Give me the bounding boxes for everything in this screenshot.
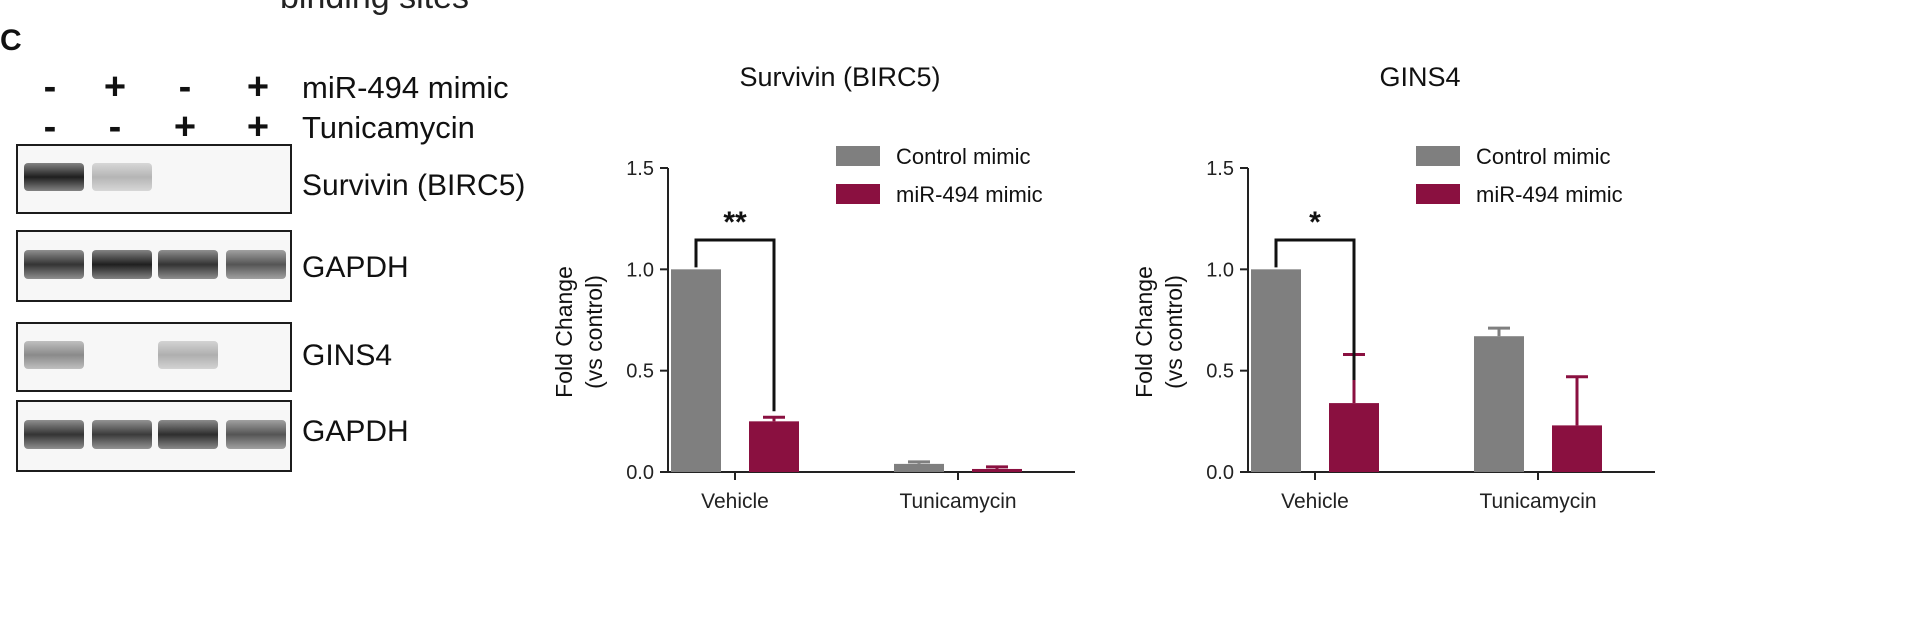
figure-top-caption: binding sites (280, 0, 469, 17)
blot-label-gapdh-2: GAPDH (302, 415, 409, 448)
blot-band (24, 341, 84, 369)
panel-label: C (0, 24, 22, 57)
legend-swatch (1416, 146, 1460, 166)
bar (1474, 336, 1524, 472)
x-tick-label: Tunicamycin (1479, 490, 1596, 513)
blot-band (226, 250, 286, 279)
y-axis-label-line1: Fold Change (551, 266, 577, 398)
tunicamycin-sign-lane4: + (246, 106, 270, 148)
chart-title: GINS4 (1379, 62, 1460, 92)
y-axis-label-group: Fold Change (vs control) (1131, 266, 1187, 398)
bar (1552, 425, 1602, 472)
mir494-sign-lane1: - (43, 66, 57, 108)
significance-marker: * (1309, 206, 1321, 239)
y-tick-label: 0.5 (626, 361, 654, 383)
tunicamycin-sign-lane3: + (173, 106, 197, 148)
legend-label: miR-494 mimic (1476, 182, 1623, 207)
legend-swatch (836, 146, 880, 166)
significance-bracket (694, 238, 776, 412)
bar (671, 269, 721, 472)
y-axis-label-line2: (vs control) (581, 275, 607, 389)
y-tick-label: 1.5 (1206, 158, 1234, 180)
x-tick-label: Vehicle (1281, 490, 1349, 513)
legend-swatch (836, 184, 880, 204)
mir494-sign-lane3: - (178, 66, 192, 108)
bar (894, 463, 944, 472)
y-tick-label: 0.0 (626, 462, 654, 484)
blot-label-gapdh-1: GAPDH (302, 251, 409, 284)
legend-label: Control mimic (896, 144, 1030, 169)
y-axis-label-line2: (vs control) (1161, 275, 1187, 389)
bar (749, 421, 799, 472)
blot-band (158, 420, 218, 449)
blot-band (24, 163, 84, 191)
blot-band (24, 420, 84, 449)
blot-band (226, 420, 286, 449)
legend-label: Control mimic (1476, 144, 1610, 169)
y-tick-label: 1.0 (626, 259, 654, 281)
gins4-bar-chart: GINS4 Fold Change (vs control) 0.0 0.5 1.0 1.5… (1131, 62, 1655, 513)
blot-gins4 (16, 322, 292, 392)
treatment-label-tunicamycin: Tunicamycin (302, 110, 475, 145)
blot-label-gins4: GINS4 (302, 339, 393, 372)
blot-band (92, 250, 152, 279)
blot-label-survivin: Survivin (BIRC5) (302, 169, 526, 202)
bar (1329, 403, 1379, 472)
legend-swatch (1416, 184, 1460, 204)
y-tick-label: 1.0 (1206, 259, 1234, 281)
legend-label: miR-494 mimic (896, 182, 1043, 207)
bar (972, 468, 1022, 472)
blot-band (92, 420, 152, 449)
y-tick-label: 0.0 (1206, 462, 1234, 484)
tunicamycin-sign-lane1: - (43, 106, 57, 148)
y-tick-label: 0.5 (1206, 361, 1234, 383)
y-axis-label-group: Fold Change (vs control) (551, 266, 607, 398)
bar (1251, 269, 1301, 472)
x-tick-label: Tunicamycin (899, 490, 1016, 513)
significance-bracket (1274, 238, 1356, 380)
significance-marker: ** (723, 206, 747, 239)
blot-band (24, 250, 84, 279)
chart-title: Survivin (BIRC5) (739, 62, 940, 92)
mir494-sign-lane4: + (246, 66, 270, 108)
y-axis-label-line1: Fold Change (1131, 266, 1157, 398)
tunicamycin-sign-lane2: - (108, 106, 122, 148)
blot-band (158, 341, 218, 369)
treatment-label-mir494: miR-494 mimic (302, 70, 509, 105)
x-tick-label: Vehicle (701, 490, 769, 513)
blot-band (158, 250, 218, 279)
blot-band (92, 163, 152, 191)
blot-gapdh-1 (16, 230, 292, 302)
blot-survivin (16, 144, 292, 214)
mir494-sign-lane2: + (103, 66, 127, 108)
blot-gapdh-2 (16, 400, 292, 472)
y-tick-label: 1.5 (626, 158, 654, 180)
survivin-bar-chart: Survivin (BIRC5) Fold Change (vs control) 0… (551, 62, 1075, 513)
